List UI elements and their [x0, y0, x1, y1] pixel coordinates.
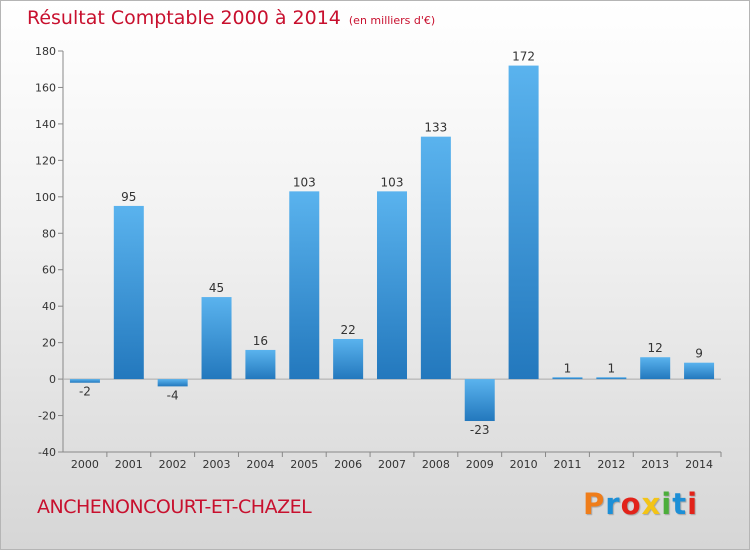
bar-value-label: 103	[293, 175, 316, 189]
x-tick-label: 2013	[641, 458, 669, 471]
x-tick-label: 2014	[685, 458, 713, 471]
bar	[640, 357, 671, 380]
bar-value-label: 22	[340, 323, 355, 337]
x-tick-label: 2007	[378, 458, 406, 471]
bar	[377, 191, 407, 380]
bar-value-label: 1	[564, 361, 572, 375]
bar	[333, 338, 364, 380]
logo-letter: t	[672, 487, 688, 521]
logo-letter: i	[687, 487, 699, 521]
logo-letter: r	[605, 487, 621, 521]
x-tick-label: 2010	[510, 458, 538, 471]
bar-value-label: 172	[512, 50, 535, 64]
x-tick-label: 2002	[159, 458, 187, 471]
x-tick-label: 2005	[290, 458, 318, 471]
y-tick-label: 20	[42, 337, 56, 350]
bar	[245, 349, 276, 380]
bar	[69, 379, 100, 383]
bar	[113, 205, 144, 380]
bar-value-label: 45	[209, 281, 224, 295]
bar	[464, 379, 495, 422]
bar-value-label: -23	[470, 423, 490, 437]
x-tick-label: 2004	[246, 458, 274, 471]
y-tick-label: -40	[38, 446, 56, 459]
logo-letter: i	[661, 487, 673, 521]
bar-value-label: 103	[381, 175, 404, 189]
bar	[596, 377, 627, 380]
x-tick-label: 2006	[334, 458, 362, 471]
y-tick-label: 100	[35, 191, 56, 204]
bar	[201, 297, 232, 380]
bar-value-label: 9	[695, 347, 703, 361]
y-tick-label: 140	[35, 118, 56, 131]
bar	[420, 136, 451, 380]
bar	[289, 191, 320, 380]
x-tick-label: 2008	[422, 458, 450, 471]
y-tick-label: 80	[42, 227, 56, 240]
bar-value-label: 95	[121, 190, 136, 204]
commune-name: ANCHENONCOURT-ET-CHAZEL	[37, 496, 312, 518]
x-tick-label: 2000	[71, 458, 99, 471]
x-tick-label: 2001	[115, 458, 143, 471]
y-tick-label: 0	[49, 373, 56, 386]
logo-letter: x	[641, 487, 662, 521]
y-tick-label: 120	[35, 154, 56, 167]
chart-subtitle: (en milliers d'€)	[348, 14, 436, 27]
y-tick-label: 60	[42, 264, 56, 277]
bar-value-label: 12	[648, 341, 663, 355]
y-tick-label: 160	[35, 81, 56, 94]
x-tick-label: 2003	[203, 458, 231, 471]
y-tick-label: -20	[38, 410, 56, 423]
bar-value-label: -4	[167, 388, 179, 402]
bar-value-label: 133	[424, 121, 447, 135]
bar	[552, 377, 583, 380]
bar	[508, 65, 539, 380]
x-tick-label: 2011	[553, 458, 581, 471]
y-tick-label: 40	[42, 300, 56, 313]
proxiti-logo: Proxiti	[583, 487, 698, 521]
logo-letter: P	[583, 487, 606, 521]
logo-letter: o	[620, 487, 642, 521]
chart-title: Résultat Comptable 2000 à 2014 (en millie…	[27, 7, 435, 29]
bar	[684, 362, 715, 380]
x-tick-label: 2012	[597, 458, 625, 471]
bars: -2 95 -4 45 16 103 22 103 133 -23 172 1 1 12 9	[69, 50, 715, 437]
bar	[157, 379, 188, 387]
y-tick-label: 180	[35, 45, 56, 58]
x-tick-label: 2009	[466, 458, 494, 471]
bar-value-label: 16	[253, 334, 268, 348]
bar-value-label: 1	[608, 361, 616, 375]
chart-title-text: Résultat Comptable 2000 à 2014	[27, 7, 341, 29]
bar-value-label: -2	[79, 385, 91, 399]
